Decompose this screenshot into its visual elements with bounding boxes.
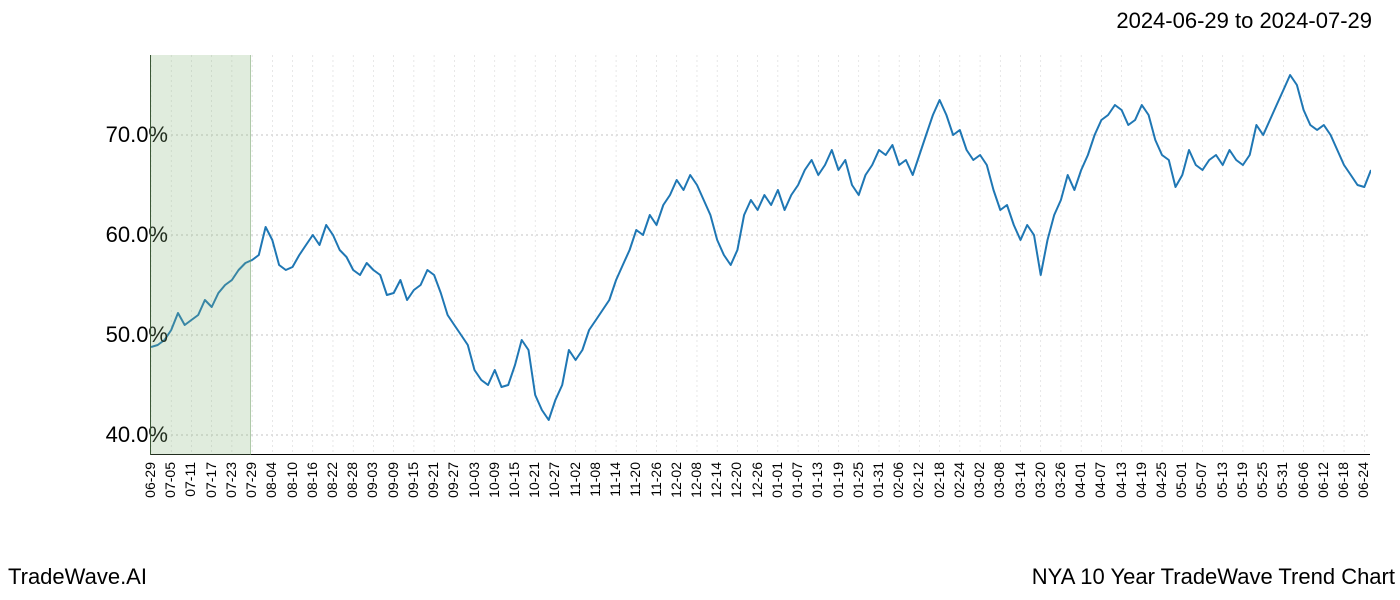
x-tick-label: 01-31 xyxy=(870,462,886,498)
x-tick-label: 02-18 xyxy=(931,462,947,498)
x-tick-label: 01-07 xyxy=(789,462,805,498)
x-tick-label: 01-13 xyxy=(809,462,825,498)
x-tick-label: 09-09 xyxy=(385,462,401,498)
x-tick-label: 10-09 xyxy=(486,462,502,498)
x-tick-label: 05-25 xyxy=(1254,462,1270,498)
x-tick-label: 09-15 xyxy=(405,462,421,498)
x-tick-label: 04-19 xyxy=(1133,462,1149,498)
x-tick-label: 10-15 xyxy=(506,462,522,498)
footer-brand: TradeWave.AI xyxy=(8,564,147,590)
x-tick-label: 12-02 xyxy=(668,462,684,498)
x-tick-label: 05-13 xyxy=(1214,462,1230,498)
chart-svg xyxy=(151,55,1371,455)
x-tick-label: 01-19 xyxy=(830,462,846,498)
x-tick-label: 10-27 xyxy=(546,462,562,498)
x-tick-label: 04-25 xyxy=(1153,462,1169,498)
x-tick-label: 01-25 xyxy=(850,462,866,498)
x-tick-label: 06-29 xyxy=(142,462,158,498)
x-tick-label: 10-03 xyxy=(466,462,482,498)
x-tick-label: 03-20 xyxy=(1032,462,1048,498)
x-tick-label: 04-07 xyxy=(1092,462,1108,498)
x-tick-label: 07-17 xyxy=(203,462,219,498)
x-tick-label: 12-08 xyxy=(688,462,704,498)
x-tick-label: 06-12 xyxy=(1315,462,1331,498)
x-tick-label: 09-21 xyxy=(425,462,441,498)
x-tick-label: 05-31 xyxy=(1274,462,1290,498)
x-tick-label: 05-19 xyxy=(1234,462,1250,498)
x-tick-label: 07-29 xyxy=(243,462,259,498)
x-tick-label: 08-28 xyxy=(344,462,360,498)
x-tick-label: 06-06 xyxy=(1295,462,1311,498)
x-tick-label: 11-14 xyxy=(607,462,623,497)
chart-plot-area xyxy=(150,55,1370,455)
footer-chart-title: NYA 10 Year TradeWave Trend Chart xyxy=(1032,564,1395,590)
x-tick-label: 02-24 xyxy=(951,462,967,498)
x-tick-label: 05-01 xyxy=(1173,462,1189,498)
x-tick-label: 04-13 xyxy=(1113,462,1129,498)
x-tick-label: 11-08 xyxy=(587,462,603,497)
x-tick-label: 12-14 xyxy=(708,462,724,498)
x-tick-label: 07-05 xyxy=(162,462,178,498)
x-tick-label: 02-12 xyxy=(910,462,926,498)
x-tick-label: 03-14 xyxy=(1012,462,1028,498)
x-tick-label: 03-08 xyxy=(991,462,1007,498)
x-tick-label: 03-26 xyxy=(1052,462,1068,498)
x-tick-label: 02-06 xyxy=(890,462,906,498)
x-tick-label: 08-22 xyxy=(324,462,340,498)
x-tick-label: 07-23 xyxy=(223,462,239,498)
chart-container: 2024-06-29 to 2024-07-29 40.0%50.0%60.0%… xyxy=(0,0,1400,600)
forecast-highlight-band xyxy=(150,55,251,455)
x-tick-label: 03-02 xyxy=(971,462,987,498)
x-tick-label: 11-26 xyxy=(648,462,664,497)
x-tick-label: 12-20 xyxy=(728,462,744,498)
x-tick-label: 08-04 xyxy=(263,462,279,498)
date-range-label: 2024-06-29 to 2024-07-29 xyxy=(1116,8,1372,34)
x-tick-label: 10-21 xyxy=(526,462,542,498)
x-tick-label: 08-16 xyxy=(304,462,320,498)
x-tick-label: 07-11 xyxy=(182,462,198,497)
x-tick-label: 06-18 xyxy=(1335,462,1351,498)
x-tick-label: 09-27 xyxy=(445,462,461,498)
x-tick-label: 04-01 xyxy=(1072,462,1088,498)
x-tick-label: 08-10 xyxy=(284,462,300,498)
x-tick-label: 05-07 xyxy=(1193,462,1209,498)
x-tick-label: 12-26 xyxy=(749,462,765,498)
x-tick-label: 01-01 xyxy=(769,462,785,498)
x-tick-label: 11-02 xyxy=(567,462,583,497)
x-tick-label: 06-24 xyxy=(1355,462,1371,498)
x-tick-label: 09-03 xyxy=(364,462,380,498)
x-tick-label: 11-20 xyxy=(627,462,643,497)
